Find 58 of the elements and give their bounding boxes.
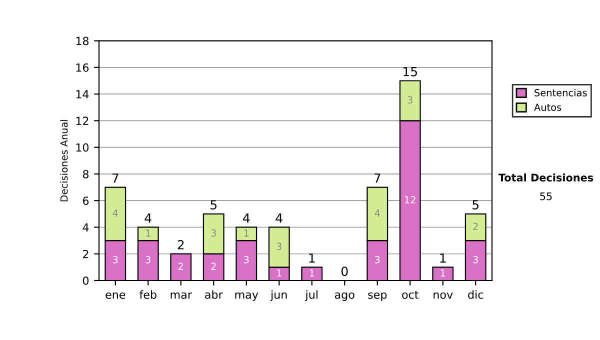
legend-label: Autos: [534, 104, 562, 111]
data-label: 12: [405, 196, 416, 204]
total-label: 7: [374, 174, 380, 183]
x-tick-label: feb: [139, 290, 156, 299]
x-tick-label: sep: [368, 292, 387, 301]
y-tick-label: 14: [76, 90, 89, 98]
y-tick-label: 4: [82, 223, 89, 232]
legend-label: Sentencias: [534, 88, 587, 96]
data-label: 3: [211, 229, 216, 237]
total-label: 4: [276, 214, 282, 223]
x-tick-label: may: [235, 292, 258, 301]
data-label: 1: [146, 229, 150, 237]
y-tick-label: 2: [83, 250, 88, 258]
data-label: 3: [113, 256, 118, 264]
y-tick-label: 12: [76, 116, 88, 125]
data-label: 4: [112, 210, 118, 217]
data-label: 3: [146, 256, 150, 264]
data-label: 1: [244, 229, 249, 237]
y-tick-label: 16: [76, 63, 89, 72]
data-label: 1: [277, 269, 282, 277]
y-tick-label: 6: [82, 196, 89, 205]
x-tick-label: abr: [205, 290, 223, 299]
total-label: 15: [404, 67, 417, 76]
x-tick-label: jul: [305, 290, 318, 301]
total-label: 5: [210, 200, 217, 210]
total-label: 5: [472, 200, 479, 210]
data-label: 1: [310, 269, 314, 277]
data-label: 2: [178, 262, 183, 270]
x-tick-label: dic: [468, 290, 484, 299]
y-axis-title: Decisiones Anual: [60, 120, 68, 202]
data-label: 3: [375, 256, 380, 264]
x-tick-label: nov: [434, 292, 453, 299]
total-label: 2: [178, 240, 184, 250]
data-label: 3: [244, 256, 249, 264]
y-tick-label: 0: [82, 276, 89, 285]
data-label: 2: [473, 222, 478, 230]
total-label: 0: [341, 266, 348, 276]
data-label: 3: [473, 256, 478, 264]
total-label: 1: [440, 253, 446, 263]
x-tick-label: oct: [402, 290, 418, 299]
y-tick-label: 18: [76, 36, 89, 46]
total-label: 4: [144, 214, 152, 223]
data-label: 3: [408, 96, 412, 104]
data-label: 2: [211, 262, 216, 270]
text: Total Decisiones: [498, 173, 594, 182]
x-tick-label: ene: [106, 292, 126, 299]
x-tick-label: jun: [270, 290, 287, 301]
total-label: 1: [309, 253, 315, 263]
data-label: 1: [440, 269, 446, 277]
text: 55: [540, 192, 552, 200]
total-label: 7: [112, 174, 118, 183]
x-tick-label: mar: [170, 292, 192, 299]
data-label: 4: [374, 210, 380, 217]
total-label: 4: [243, 214, 250, 223]
y-tick-label: 8: [82, 170, 89, 178]
data-label: 3: [276, 242, 282, 250]
y-tick-label: 10: [76, 143, 89, 152]
x-tick-label: ago: [334, 292, 354, 301]
